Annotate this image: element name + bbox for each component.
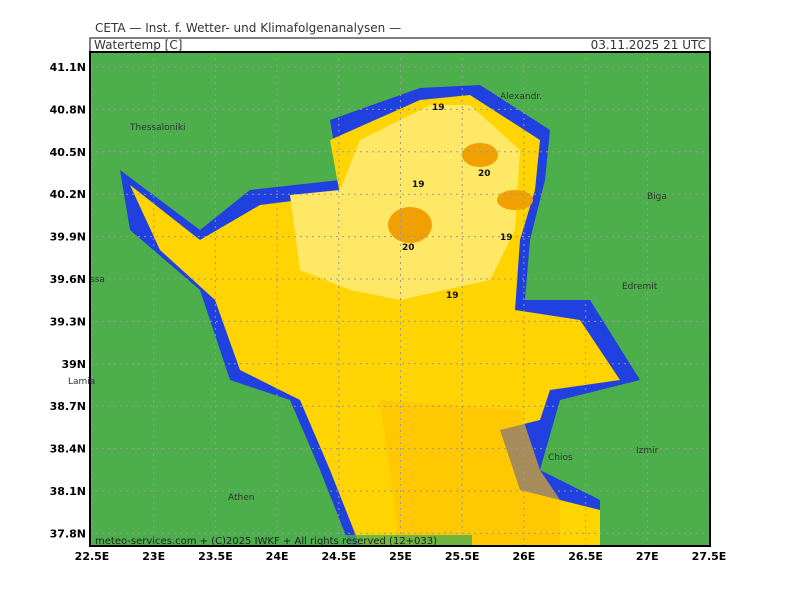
frame: [89, 51, 711, 547]
warm-spot: [497, 190, 533, 210]
contour-label: 19: [432, 103, 445, 113]
place-label: Lamia: [68, 377, 95, 387]
lat-label: 39N: [61, 358, 86, 371]
warm-spot: [462, 143, 498, 167]
place-label: Athen: [228, 493, 254, 503]
lat-label: 41.1N: [50, 61, 86, 74]
contour-label: 19: [412, 180, 425, 190]
lat-label: 40.2N: [50, 188, 86, 201]
lon-label: 23E: [142, 550, 165, 563]
sea-warm-south: [380, 400, 560, 546]
lon-label: 25.5E: [445, 550, 480, 563]
lat-label: 38.4N: [50, 443, 86, 456]
lon-label: 24E: [266, 550, 289, 563]
lon-label: 25E: [389, 550, 412, 563]
lat-label: 40.5N: [50, 146, 86, 159]
source: CETA — Inst. f. Wetter- und Klimafolgena…: [95, 21, 401, 35]
place-label: ssa: [90, 275, 105, 285]
grid: [90, 52, 710, 546]
lon-label: 22.5E: [75, 550, 110, 563]
warm-spot: [388, 207, 432, 243]
plot: meteo-services.com + (C)2025 IWKF + All …: [89, 51, 711, 547]
lat-label: 39.9N: [50, 231, 86, 244]
contour-label: 20: [478, 169, 491, 179]
place-label: Thessaloniki: [129, 123, 186, 133]
place-label: Biga: [647, 192, 667, 202]
lon-label: 27.5E: [692, 550, 727, 563]
lat-label: 39.6N: [50, 273, 86, 286]
lon-label: 26.5E: [568, 550, 603, 563]
contour-label: 19: [500, 233, 513, 243]
place-label: Chios: [548, 453, 573, 463]
place-label: Izmir: [636, 446, 659, 456]
place-label: Edremit: [622, 282, 658, 292]
lat-label: 40.8N: [50, 103, 86, 116]
lat-label: 39.3N: [50, 315, 86, 328]
valid-time: 03.11.2025 21 UTC: [591, 38, 706, 52]
contour-label: 20: [402, 243, 415, 253]
place-label: Alexandr.: [500, 92, 542, 102]
field: Watertemp [C]: [94, 38, 182, 52]
lon-label: 26E: [512, 550, 535, 563]
contour-label: 19: [446, 291, 459, 301]
lat-label: 38.7N: [50, 400, 86, 413]
footer: meteo-services.com + (C)2025 IWKF + All …: [95, 536, 437, 547]
lon-label: 27E: [636, 550, 659, 563]
lat-label: 38.1N: [50, 485, 86, 498]
lat-label: 37.8N: [50, 527, 86, 540]
lon-label: 23.5E: [198, 550, 233, 563]
lon-label: 24.5E: [321, 550, 356, 563]
footer-box: [92, 535, 472, 545]
